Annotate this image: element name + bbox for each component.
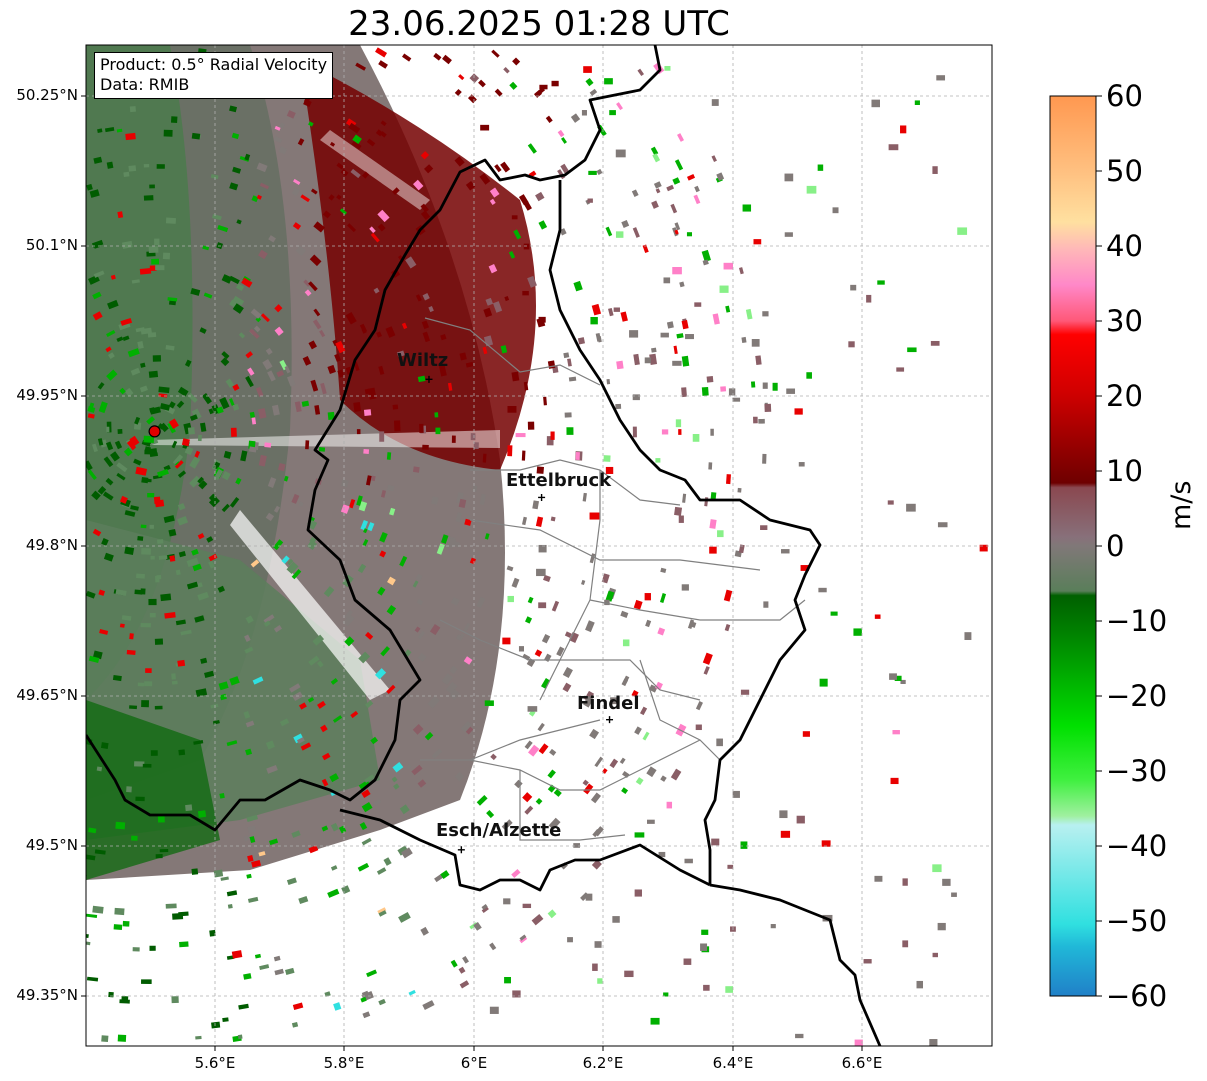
lat-tick-label: 50.25°N: [16, 86, 78, 104]
country-borders: [86, 45, 882, 1046]
colorbar-tick-label: 40: [1106, 229, 1143, 263]
city-label-esch-alzette: Esch/Alzette: [436, 820, 562, 841]
colorbar-tick-label: −60: [1106, 979, 1168, 1013]
colorbar-tick-label: 0: [1106, 529, 1125, 563]
lon-tick-label: 5.6°E: [194, 1054, 236, 1072]
city-marker: [606, 716, 614, 724]
lat-tick-label: 49.95°N: [16, 386, 78, 404]
lat-tick-label: 49.5°N: [25, 836, 78, 854]
lon-tick-label: 6°E: [460, 1054, 488, 1072]
chart-title: 23.06.2025 01:28 UTC: [348, 4, 730, 44]
city-marker: [538, 493, 546, 501]
lon-tick-label: 5.8°E: [323, 1054, 365, 1072]
colorbar-tick-label: 60: [1106, 79, 1143, 113]
lat-tick-label: 49.35°N: [16, 986, 78, 1004]
city-label-findel: Findel: [577, 693, 640, 714]
colorbar-unit-label: m/s: [1166, 480, 1197, 530]
colorbar-tick-label: 20: [1106, 379, 1143, 413]
colorbar-tick-label: −30: [1106, 754, 1168, 788]
colorbar-tick-label: 10: [1106, 454, 1143, 488]
lat-tick-label: 50.1°N: [25, 236, 78, 254]
colorbar-tick-label: −40: [1106, 829, 1168, 863]
city-marker: [457, 846, 465, 854]
city-markers: [425, 375, 614, 854]
data-source-label: Data: RMIB: [100, 75, 190, 94]
lat-tick-label: 49.65°N: [16, 686, 78, 704]
colorbar-tick-label: 30: [1106, 304, 1143, 338]
lon-tick-label: 6.2°E: [582, 1054, 624, 1072]
radar-site-marker: [148, 425, 161, 438]
colorbar-tick-label: −10: [1106, 604, 1168, 638]
colorbar: [1049, 95, 1097, 997]
colorbar-tick-label: 50: [1106, 154, 1143, 188]
city-marker: [425, 375, 433, 383]
canton-boundaries: [420, 317, 806, 841]
lat-tick-label: 49.8°N: [25, 536, 78, 554]
city-label-wiltz: Wiltz: [397, 350, 449, 371]
city-label-ettelbruck: Ettelbruck: [506, 470, 612, 491]
colorbar-tick-label: −50: [1106, 904, 1168, 938]
colorbar-tick-label: −20: [1106, 679, 1168, 713]
product-info-box: Product: 0.5° Radial Velocity Data: RMIB: [94, 52, 334, 99]
lon-tick-label: 6.6°E: [841, 1054, 883, 1072]
radar-velocity-field: [86, 45, 988, 1046]
lon-tick-label: 6.4°E: [712, 1054, 754, 1072]
product-label: Product: 0.5° Radial Velocity: [100, 55, 328, 74]
